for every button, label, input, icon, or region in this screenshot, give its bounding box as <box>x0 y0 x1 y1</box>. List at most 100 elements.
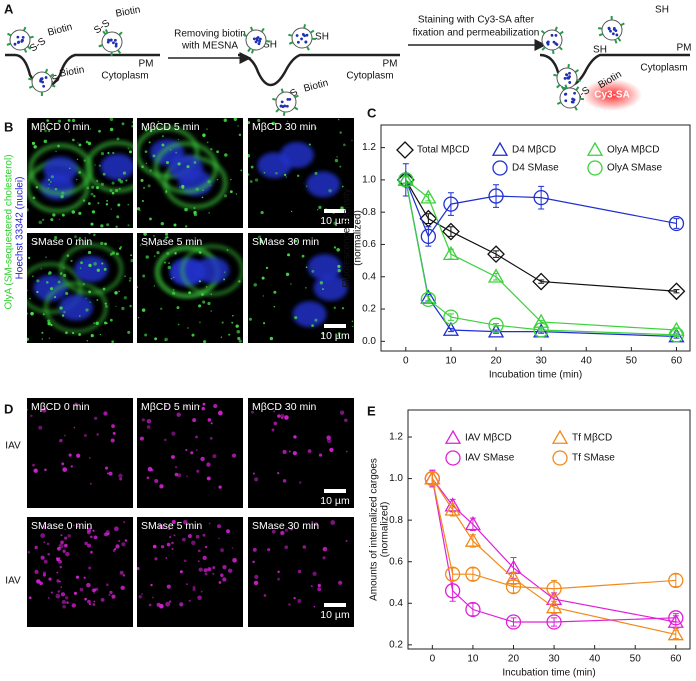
spike <box>288 41 294 45</box>
schematic: Removing biotin with MESNA Staining with… <box>5 5 692 116</box>
speckle <box>71 210 76 214</box>
speckle <box>47 178 51 182</box>
x-tick-label: 30 <box>549 654 561 665</box>
speckle <box>314 522 319 527</box>
speckle <box>27 118 29 120</box>
speckle <box>116 137 120 141</box>
speckle <box>337 268 341 273</box>
y-tick-label: 0.8 <box>362 207 376 218</box>
speckle <box>114 526 119 532</box>
speckle <box>181 184 185 189</box>
speckle <box>172 276 175 279</box>
x-tick-label: 10 <box>445 356 457 367</box>
x-tick-label: 60 <box>671 356 683 367</box>
spike <box>564 84 568 89</box>
spike <box>574 106 578 111</box>
speckle <box>257 119 261 123</box>
speckle <box>89 482 92 485</box>
y-tick-label: 0.2 <box>362 304 376 315</box>
speckle <box>32 275 34 277</box>
spike <box>98 44 103 48</box>
speckle <box>50 323 53 327</box>
speckle <box>191 540 196 546</box>
speckle <box>252 547 257 552</box>
speckle <box>195 534 200 539</box>
speckle <box>273 290 277 294</box>
marker <box>443 309 459 325</box>
speckle <box>232 557 237 563</box>
schematic-label: S-S <box>28 36 48 55</box>
speckle <box>122 574 126 577</box>
speckle <box>220 573 224 577</box>
legend-marker <box>444 429 462 444</box>
speckle <box>88 603 92 606</box>
plot-frame <box>380 124 691 352</box>
speckle <box>75 575 80 579</box>
speckle <box>339 131 342 134</box>
speckle <box>100 241 104 246</box>
marker <box>442 245 460 261</box>
speckle <box>322 288 324 291</box>
schematic-label: SH <box>263 40 277 51</box>
speckle <box>74 402 78 407</box>
speckle <box>85 297 87 299</box>
speckle <box>119 477 123 481</box>
speckle <box>218 537 220 540</box>
speckle <box>115 188 119 193</box>
speckle <box>160 307 163 310</box>
speckle <box>121 542 126 547</box>
speckle <box>254 178 259 182</box>
speckle <box>89 128 91 130</box>
speckle <box>111 181 115 185</box>
speckle <box>236 330 241 334</box>
nucleus <box>100 153 133 180</box>
error-bar <box>493 250 500 258</box>
image-title: SMase 0 min <box>31 236 92 248</box>
spike <box>27 45 32 50</box>
speckle <box>106 472 109 475</box>
speckle <box>39 581 43 586</box>
legend-marker <box>551 429 569 444</box>
spike <box>51 84 56 88</box>
speckle <box>138 595 142 599</box>
speckle <box>146 245 148 247</box>
speckle <box>226 249 229 252</box>
speckle <box>192 585 196 589</box>
speckle <box>337 332 341 335</box>
row-label: IAV <box>5 576 21 587</box>
scale-label: 10 µm <box>320 215 350 227</box>
speckle <box>301 254 305 258</box>
speckle <box>48 271 52 275</box>
x-tick-label: 20 <box>508 654 520 665</box>
cell-outline <box>137 126 200 179</box>
x-tick-label: 20 <box>490 356 502 367</box>
speckle <box>104 304 108 308</box>
vesicle-dot <box>281 105 285 109</box>
speckle <box>328 189 332 193</box>
speckle <box>186 165 190 169</box>
speckle <box>170 277 173 280</box>
speckle <box>100 597 105 602</box>
speckle <box>203 568 208 573</box>
speckle <box>198 404 201 408</box>
speckle <box>28 256 31 259</box>
speckle <box>36 290 39 294</box>
speckle <box>62 604 66 609</box>
speckle <box>154 557 158 561</box>
spike <box>558 46 563 51</box>
legend-label: IAV SMase <box>465 453 515 464</box>
vesicle-dot <box>303 34 307 38</box>
vesicle-dot <box>112 41 115 45</box>
speckle <box>329 447 334 452</box>
y-tick-label: 1.2 <box>362 142 376 153</box>
spike <box>102 30 107 35</box>
speckle <box>60 534 63 537</box>
speckle <box>36 279 40 283</box>
image-title: SMase 30 min <box>252 520 319 532</box>
error-bar <box>493 323 500 328</box>
speckle <box>166 584 171 589</box>
vesicle-dot <box>568 81 572 84</box>
scale-label: 10 µm <box>320 609 350 621</box>
speckle <box>116 215 120 219</box>
